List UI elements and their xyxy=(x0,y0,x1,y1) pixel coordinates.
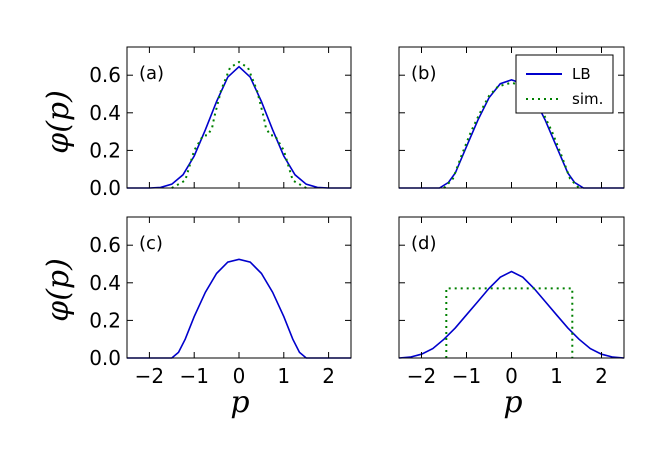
panel-d-label: (d) xyxy=(411,233,436,254)
panel-a-ytick-label: 0.2 xyxy=(89,138,121,162)
panel-d-xtick-label: 0 xyxy=(505,364,518,388)
panel-c-xtick-label: 1 xyxy=(277,364,290,388)
panel-d-xtick-label: 2 xyxy=(595,364,608,388)
panel-a-series-sim xyxy=(171,60,307,189)
panel-c-series-LB xyxy=(127,258,351,359)
panel-c-ytick-label: 0.6 xyxy=(89,233,121,257)
panel-d-series-sim xyxy=(445,287,574,358)
panel-c-xtick-label: 0 xyxy=(233,364,246,388)
y-axis-title-top: φ(p) xyxy=(41,90,76,154)
panel-c-ytick-label: 0.4 xyxy=(89,271,121,295)
panel-c-ytick-label: 0.0 xyxy=(89,346,121,370)
panel-c: −2 −1 0 1 2 0.0 0.2 0.4 0.6 (c) xyxy=(89,216,352,388)
legend: LB sim. xyxy=(515,54,614,114)
panel-d-xtick-label: −2 xyxy=(407,364,436,388)
panel-b: (b) xyxy=(398,46,625,189)
panel-c-ytick-label: 0.2 xyxy=(89,308,121,332)
legend-lb-label: LB xyxy=(572,65,591,83)
panel-c-xtick-label: −1 xyxy=(179,364,208,388)
panel-d-xtick-label: −1 xyxy=(452,364,481,388)
x-axis-title-left: p xyxy=(230,385,249,420)
panel-c-xtick-label: −2 xyxy=(135,364,164,388)
legend-frame xyxy=(515,54,614,114)
panel-a: 0.0 0.2 0.4 0.6 (a) xyxy=(89,46,352,200)
panel-a-series-LB xyxy=(127,65,351,189)
y-axis-title-bottom: φ(p) xyxy=(41,258,76,322)
panel-d-xtick-label: 1 xyxy=(550,364,563,388)
panels: 0.0 0.2 0.4 0.6 (a) (b) −2 −1 0 1 2 0.0 0.2 0.4 0.6 (c)… xyxy=(89,46,625,388)
panel-a-ytick-label: 0.4 xyxy=(89,101,121,125)
legend-sim-label: sim. xyxy=(572,90,603,108)
panel-a-label: (a) xyxy=(139,63,164,84)
x-axis-title-right: p xyxy=(503,385,522,420)
panel-a-ytick-label: 0.0 xyxy=(89,176,121,200)
panel-b-series-LB xyxy=(399,79,624,189)
panel-a-ytick-label: 0.6 xyxy=(89,63,121,87)
panel-d: −2 −1 0 1 2 (d) xyxy=(398,216,625,388)
panel-d-series-LB xyxy=(398,270,625,359)
panel-b-label: (b) xyxy=(411,63,436,84)
panel-c-label: (c) xyxy=(139,233,163,254)
panel-c-xtick-label: 2 xyxy=(322,364,335,388)
